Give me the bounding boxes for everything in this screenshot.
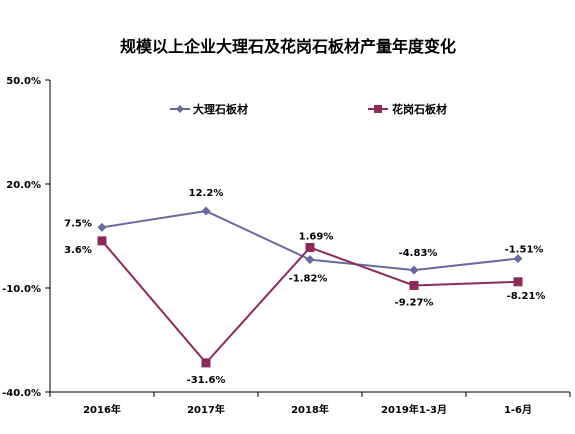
- x-tick-label: 2018年: [291, 403, 329, 416]
- x-tick-label: 1-6月: [504, 404, 532, 416]
- chart-title: 规模以上企业大理石及花岗石板材产量年度变化: [120, 37, 456, 56]
- data-point: [97, 222, 107, 232]
- x-ticks: 2016年 2017年 2018年 2019年1-3月 1-6月: [49, 392, 571, 416]
- data-point: [513, 254, 523, 264]
- data-label: -9.27%: [395, 297, 434, 308]
- series-group: [97, 206, 523, 368]
- y-tick-label: 50.0%: [6, 76, 41, 87]
- data-point: [409, 280, 419, 290]
- data-point: [97, 236, 107, 246]
- data-label: 3.6%: [64, 245, 92, 256]
- data-point: [409, 265, 419, 275]
- data-label: 12.2%: [189, 188, 224, 199]
- data-label: -31.6%: [187, 375, 226, 386]
- legend-marker-marble: [176, 105, 184, 113]
- legend-item-granite: 花岗石板材: [368, 102, 447, 116]
- data-label: 7.5%: [64, 218, 92, 229]
- data-point: [201, 358, 211, 368]
- legend-label-granite: 花岗石板材: [392, 102, 447, 116]
- legend-label-marble: 大理石板材: [193, 102, 248, 116]
- data-point: [513, 277, 523, 287]
- legend-item-marble: 大理石板材: [170, 102, 248, 116]
- data-point: [305, 242, 315, 252]
- x-tick-label: 2016年: [83, 403, 121, 416]
- data-label: -1.51%: [505, 245, 544, 256]
- data-point: [305, 255, 315, 265]
- data-label: -1.82%: [289, 274, 328, 285]
- x-tick-label: 2019年1-3月: [381, 403, 447, 416]
- y-tick-label: -40.0%: [2, 388, 41, 399]
- legend: 大理石板材 花岗石板材: [170, 102, 447, 116]
- y-ticks: 50.0% 20.0% -10.0% -40.0%: [2, 76, 50, 399]
- data-label: -8.21%: [507, 291, 546, 302]
- data-point: [201, 206, 211, 216]
- y-tick-label: -10.0%: [2, 284, 41, 295]
- data-label: 1.69%: [299, 231, 334, 242]
- x-tick-label: 2017年: [187, 403, 225, 416]
- data-labels: 7.5% 12.2% -1.82% -4.83% -1.51% 3.6% -31.6% 1.6…: [64, 188, 545, 386]
- legend-marker-granite: [374, 105, 382, 113]
- data-label: -4.83%: [399, 248, 438, 259]
- y-tick-label: 20.0%: [6, 180, 41, 191]
